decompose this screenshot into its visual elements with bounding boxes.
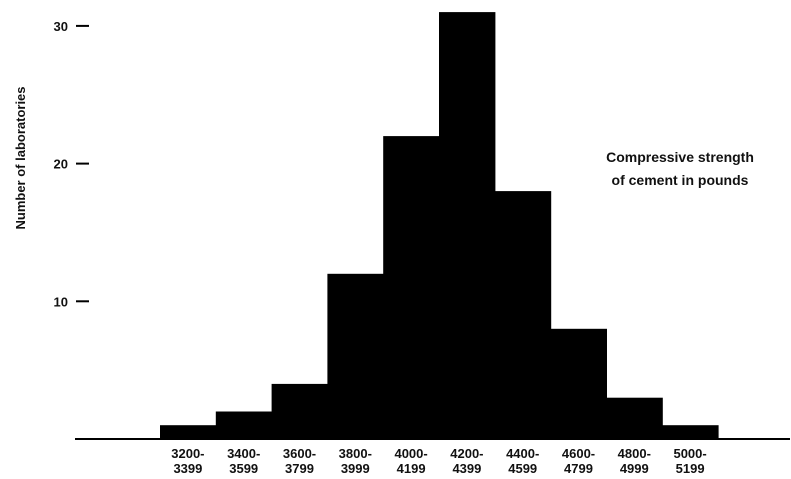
x-tick-label-1: 3400-3599: [227, 446, 260, 476]
bar-3: [327, 273, 384, 439]
annotation-line-2: of cement in pounds: [612, 172, 749, 188]
y-tick-label-1: 20: [54, 157, 68, 172]
bar-1: [215, 411, 273, 439]
x-tick-label-2: 3600-3799: [283, 446, 316, 476]
bar-6: [494, 191, 552, 439]
x-tick-label-5: 4200-4399: [450, 446, 483, 476]
bar-2: [271, 383, 328, 439]
x-tick-label-3: 3800-3999: [339, 446, 372, 476]
y-tick-label-0: 10: [54, 294, 68, 309]
x-tick-label-0: 3200-3399: [171, 446, 204, 476]
x-tick-label-9: 5000-5199: [673, 446, 706, 476]
x-axis-tick-labels: 3200-3399 3400-3599 3600-3799 3800-3999 4000…: [171, 446, 706, 476]
bar-9: [662, 425, 719, 439]
bar-0: [160, 425, 217, 439]
bar-5: [439, 12, 496, 439]
bar-7: [550, 328, 607, 439]
y-tick-label-2: 30: [54, 19, 68, 34]
x-tick-label-8: 4800-4999: [618, 446, 651, 476]
y-axis: 10 20 30: [54, 19, 89, 309]
bar-4: [383, 136, 440, 439]
x-tick-label-4: 4000-4199: [394, 446, 427, 476]
annotation-line-1: Compressive strength: [606, 149, 754, 165]
bar-8: [606, 397, 663, 439]
x-tick-label-6: 4400-4599: [506, 446, 539, 476]
bars-group: [160, 12, 719, 439]
x-tick-label-7: 4600-4799: [562, 446, 595, 476]
y-axis-label: Number of laboratories: [13, 86, 28, 229]
